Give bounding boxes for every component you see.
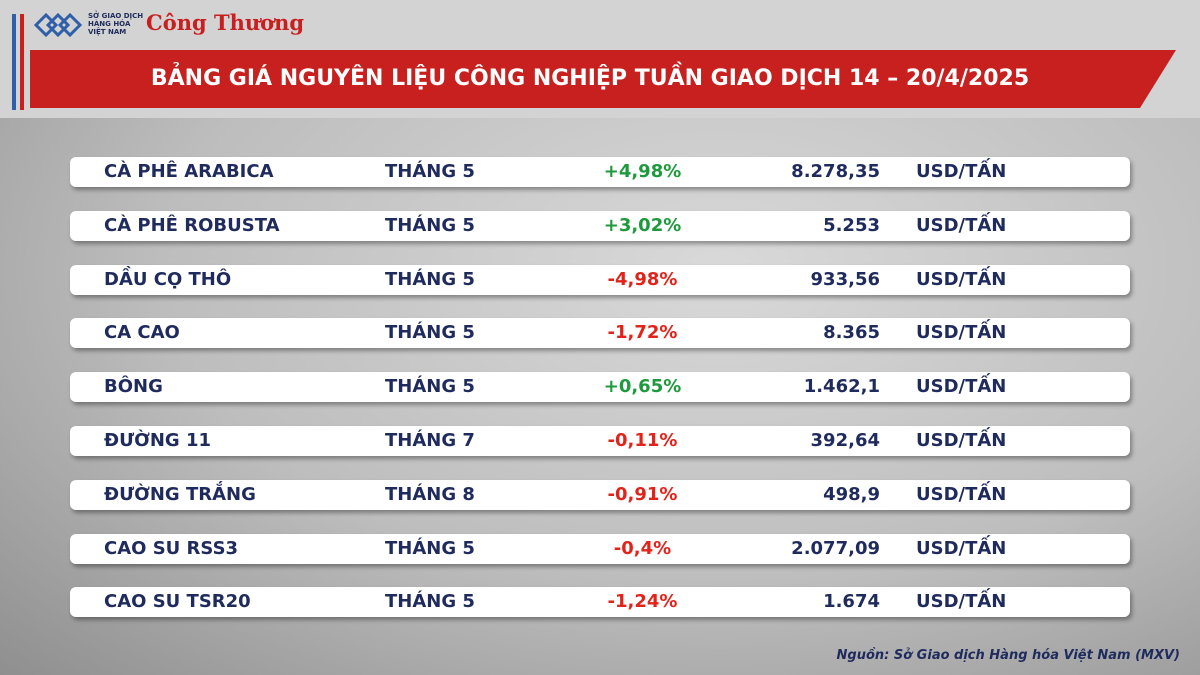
price: 8.365 [823,322,880,344]
table-row: CAO SU TSR20 THÁNG 5 -1,24% 1.674 USD/TẤN [70,587,1130,618]
commodity: CAO SU TSR20 [104,591,251,613]
price: 498,9 [823,483,880,505]
price: 933,56 [810,268,880,290]
change: -0,11% [607,430,678,451]
contract-month: THÁNG 5 [385,322,475,344]
unit: USD/TẤN [916,591,1007,613]
title: BẢNG GIÁ NGUYÊN LIỆU CÔNG NGHIỆP TUẦN GI… [150,66,1030,91]
change: +3,02% [603,214,682,236]
change: -1,72% [607,322,678,344]
unit: USD/TẤN [916,376,1007,398]
logo-icon [34,12,83,38]
title-banner [30,50,1176,108]
contract-month: THÁNG 5 [385,161,475,182]
price: 1.674 [823,591,880,613]
contract-month: THÁNG 5 [385,214,475,236]
logo-text: SỞ GIAO DỊCH HÀNG HÓA VIỆT NAM [88,12,144,36]
table-row: ĐƯỜNG TRẮNG THÁNG 8 -0,91% 498,9 USD/TẤN [70,479,1130,510]
change: +0,65% [603,376,682,398]
unit: USD/TẤN [916,483,1007,505]
price: 392,64 [810,430,880,451]
commodity: ĐƯỜNG 11 [104,430,211,451]
table-row: CÀ PHÊ ARABICA THÁNG 5 +4,98% 8.278,35 USD/T… [70,157,1130,187]
price: 2.077,09 [791,537,880,559]
change: -4,98% [607,268,678,290]
unit: USD/TẤN [916,322,1007,344]
commodity: ĐƯỜNG TRẮNG [104,483,256,505]
table-row: CAO SU RSS3 THÁNG 5 -0,4% 2.077,09 USD/TẤN [70,533,1130,564]
change: +4,98% [603,161,682,182]
price: 5.253 [823,214,880,236]
source: Nguồn: Sở Giao dịch Hàng hóa Việt Nam (M… [836,648,1180,663]
contract-month: THÁNG 5 [385,268,475,290]
brand: Công Thương [146,10,305,35]
commodity: CAO SU RSS3 [104,537,239,559]
table-row: CA CAO THÁNG 5 -1,72% 8.365 USD/TẤN [70,318,1130,349]
commodity: CA CAO [104,322,180,344]
commodity: CÀ PHÊ ARABICA [104,161,274,182]
unit: USD/TẤN [916,268,1007,290]
change: -0,91% [607,483,678,505]
commodity: CÀ PHÊ ROBUSTA [104,214,280,236]
unit: USD/TẤN [916,161,1007,182]
table-row: BÔNG THÁNG 5 +0,65% 1.462,1 USD/TẤN [70,372,1130,403]
table-row: CÀ PHÊ ROBUSTA THÁNG 5 +3,02% 5.253 USD/TẤN [70,210,1130,241]
unit: USD/TẤN [916,214,1007,236]
table-row: ĐƯỜNG 11 THÁNG 7 -0,11% 392,64 USD/TẤN [70,426,1130,456]
contract-month: THÁNG 5 [385,376,475,398]
change: -1,24% [607,591,678,613]
accent-bar [12,14,16,110]
change: -0,4% [613,537,672,559]
contract-month: THÁNG 7 [385,430,475,451]
table-row: DẦU CỌ THÔ THÁNG 5 -4,98% 933,56 USD/TẤN [70,264,1130,295]
unit: USD/TẤN [916,537,1007,559]
contract-month: THÁNG 5 [385,591,475,613]
price: 8.278,35 [791,161,880,182]
commodity: DẦU CỌ THÔ [104,268,232,290]
accent-bar [20,14,24,110]
contract-month: THÁNG 8 [385,483,475,505]
contract-month: THÁNG 5 [385,537,475,559]
unit: USD/TẤN [916,430,1007,451]
price: 1.462,1 [803,376,880,398]
commodity: BÔNG [104,376,163,398]
